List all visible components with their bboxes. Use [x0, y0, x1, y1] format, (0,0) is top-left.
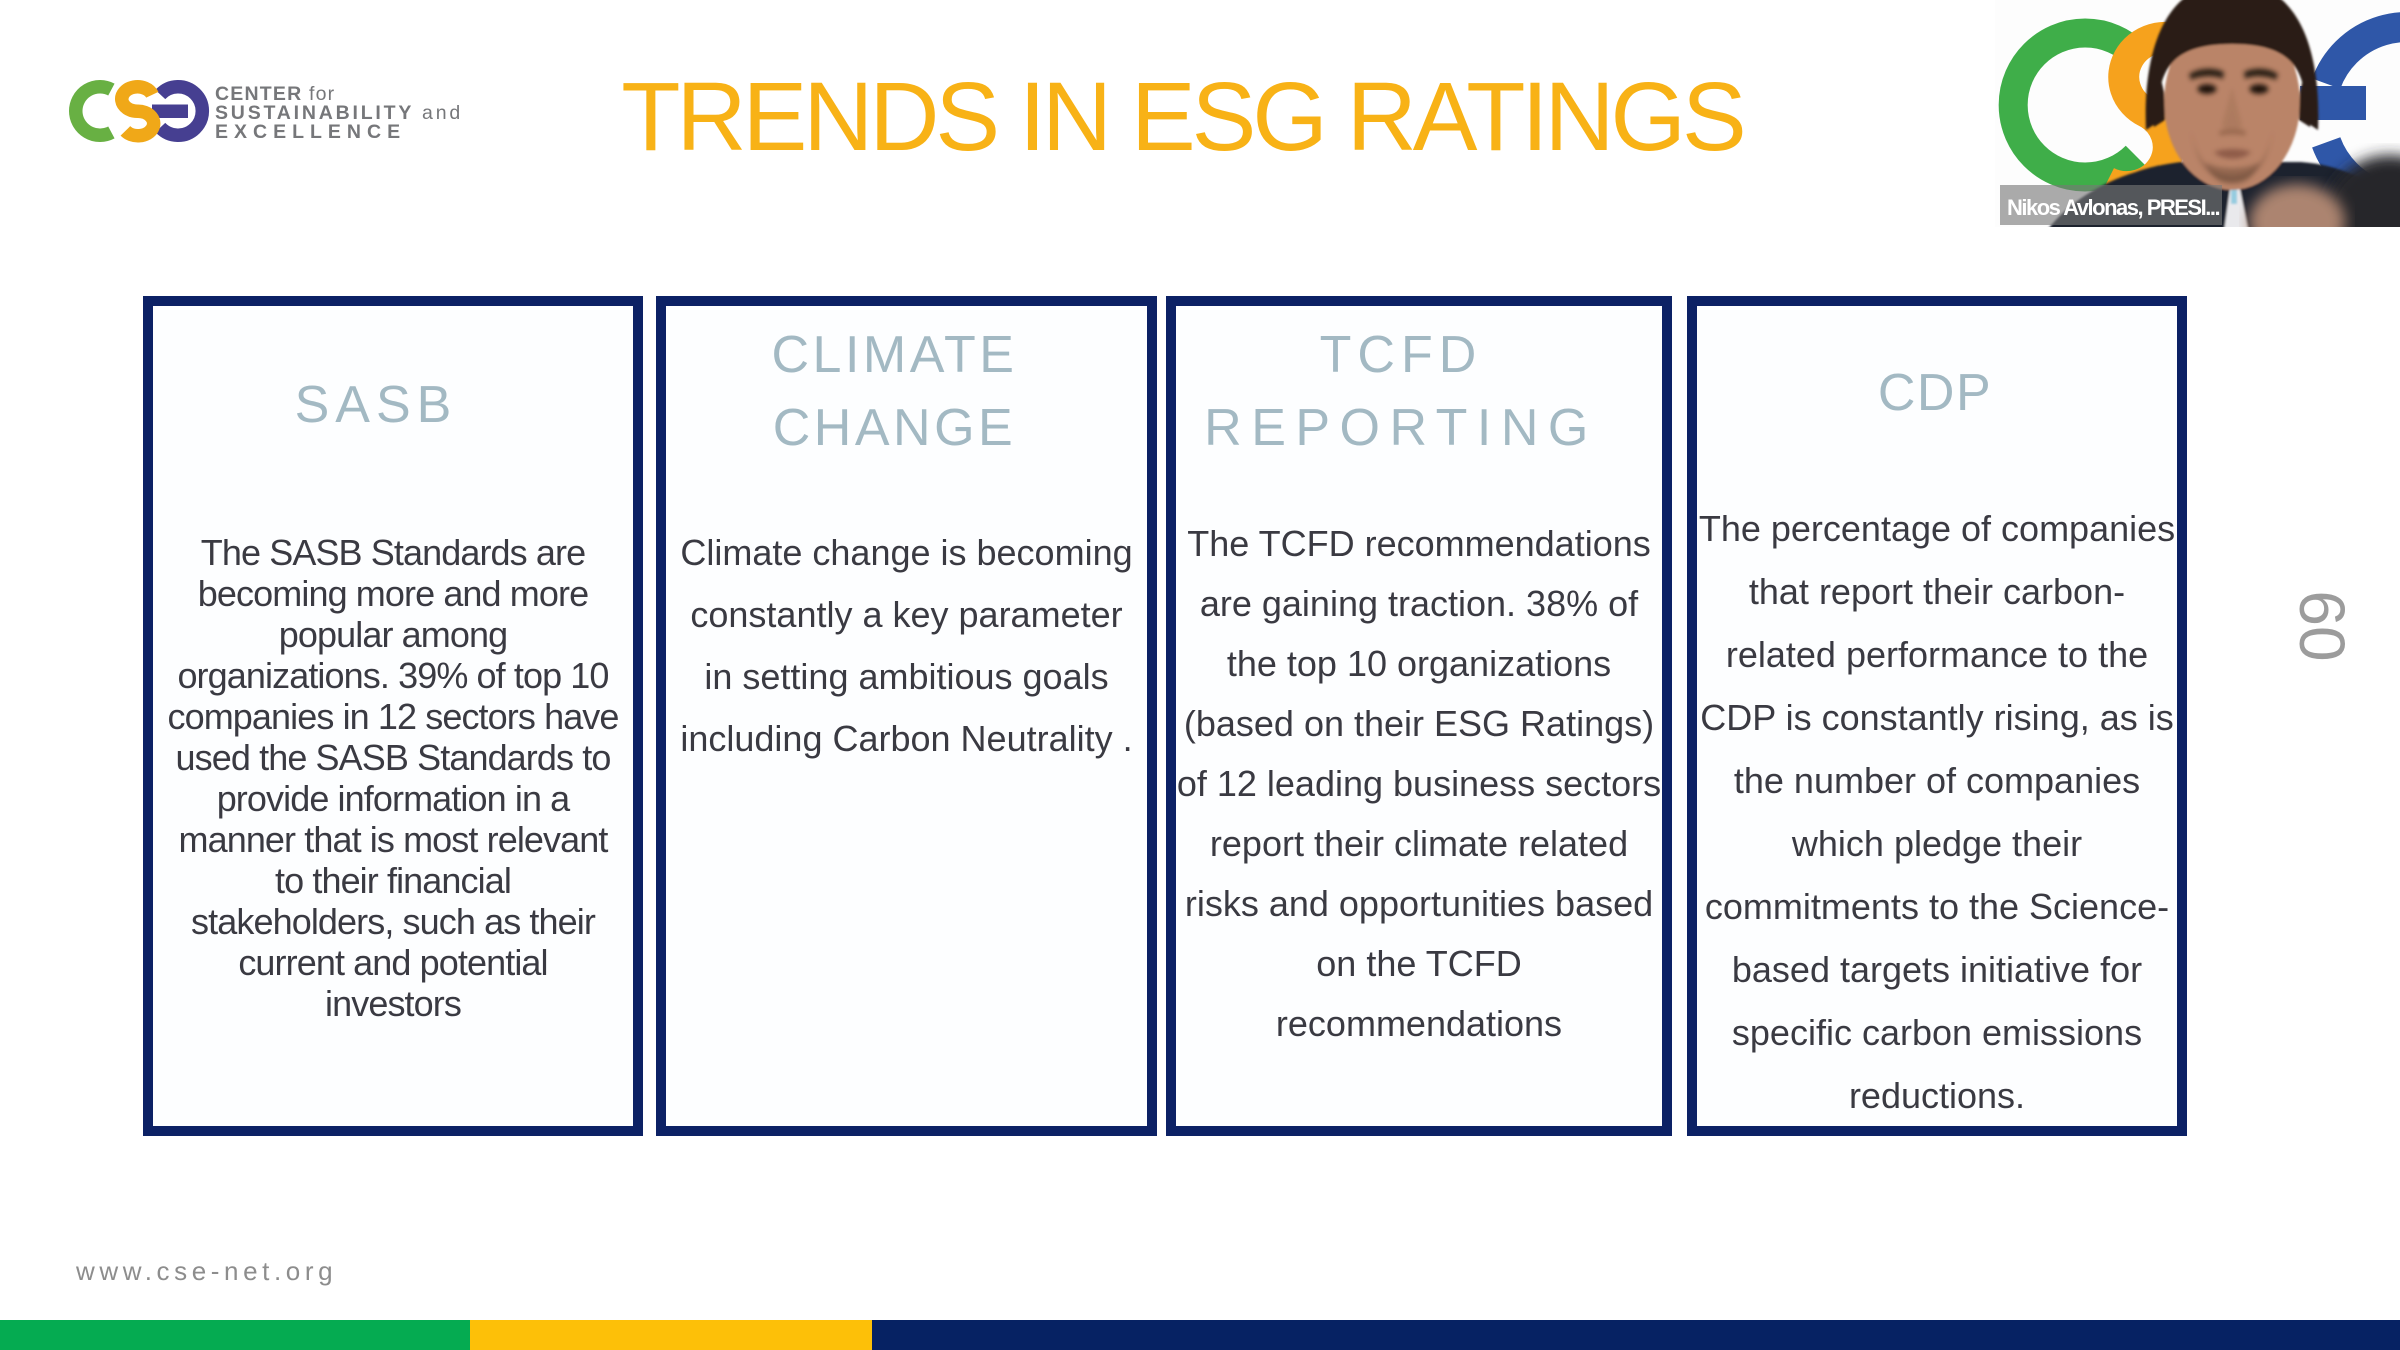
svg-text:Nikos Avlonas, PRESI...: Nikos Avlonas, PRESI...	[2007, 195, 2219, 220]
svg-text:EXCELLENCE: EXCELLENCE	[215, 121, 406, 143]
svg-text:SUSTAINABILITY and: SUSTAINABILITY and	[215, 102, 463, 124]
svg-text:CENTER for: CENTER for	[215, 83, 335, 105]
